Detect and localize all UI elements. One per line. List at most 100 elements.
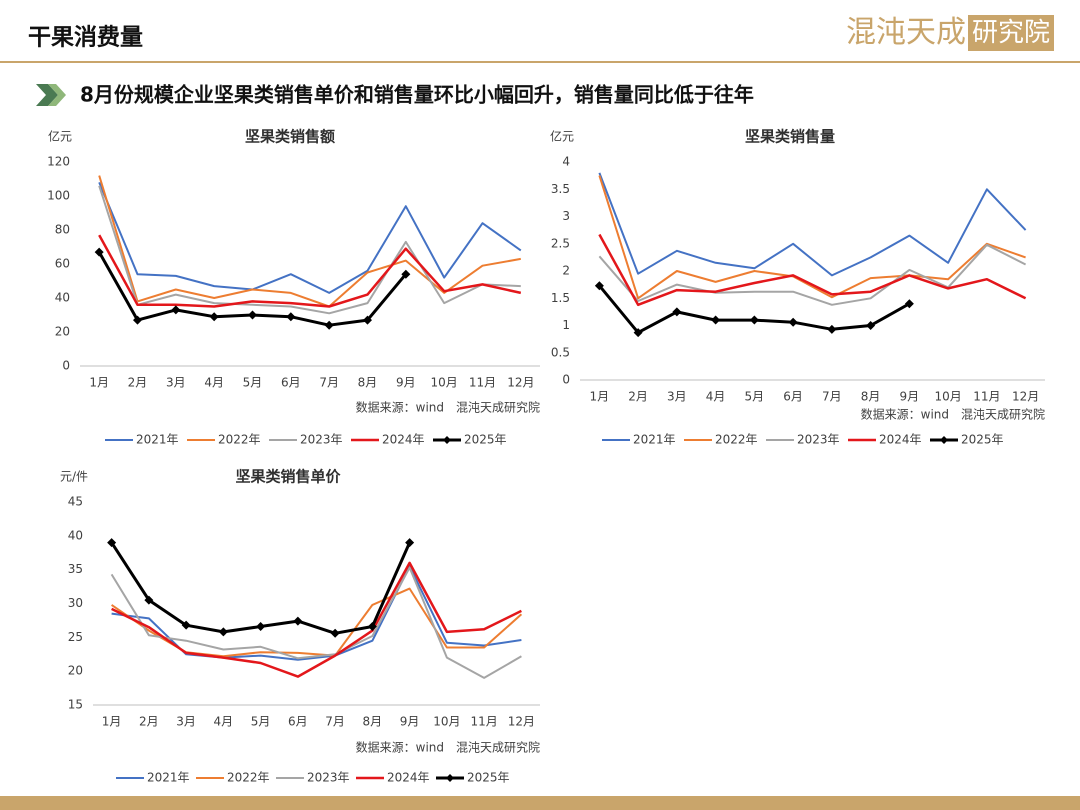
series-line [98, 175, 521, 308]
point-marker [144, 595, 154, 605]
y-tick-label: 0 [562, 373, 570, 387]
series-line [110, 566, 522, 679]
point-marker [286, 312, 296, 322]
axis-unit: 亿元 [48, 129, 72, 144]
axis-unit: 亿元 [550, 129, 574, 144]
x-tick-label: 9月 [400, 715, 420, 729]
y-tick-label: 15 [68, 698, 83, 712]
series-line [598, 233, 1027, 307]
legend-label: 2021年 [136, 433, 179, 447]
x-tick-label: 1月 [89, 376, 109, 390]
point-marker [405, 538, 415, 548]
point-marker [181, 620, 191, 630]
y-tick-label: 25 [68, 630, 83, 644]
x-tick-label: 12月 [507, 376, 534, 390]
y-tick-label: 2 [562, 264, 570, 278]
legend-label: 2024年 [382, 433, 425, 447]
logo-box [968, 15, 1054, 51]
y-tick-label: 4 [562, 155, 570, 169]
x-tick-label: 3月 [176, 715, 196, 729]
x-tick-label: 8月 [358, 376, 378, 390]
x-tick-label: 5月 [251, 715, 271, 729]
x-tick-label: 10月 [433, 715, 460, 729]
series-line [111, 587, 523, 658]
y-tick-label: 30 [68, 596, 83, 610]
subtitle: 8月份规模企业坚果类销售单价和销售量环比小幅回升，销售量同比低于往年 [80, 83, 754, 107]
legend-label: 2025年 [464, 433, 507, 447]
x-tick-label: 6月 [281, 376, 301, 390]
point-marker [633, 328, 643, 338]
point-marker [401, 269, 411, 279]
x-tick-label: 7月 [319, 376, 339, 390]
y-tick-label: 120 [47, 155, 70, 169]
x-tick-label: 9月 [900, 390, 920, 404]
legend-label: 2021年 [633, 433, 676, 447]
y-tick-label: 1.5 [551, 291, 570, 305]
chevron-icon [48, 84, 66, 106]
y-tick-label: 0.5 [551, 345, 570, 359]
x-tick-label: 1月 [590, 390, 610, 404]
legend-label: 2022年 [218, 433, 261, 447]
point-marker [672, 307, 682, 317]
chevron-icon [36, 84, 58, 106]
point-marker [209, 312, 219, 322]
axis-unit: 元/件 [60, 470, 88, 484]
y-tick-label: 60 [55, 257, 70, 271]
series-line [598, 243, 1027, 306]
chart-title: 坚果类销售单价 [235, 468, 341, 486]
point-marker [133, 315, 142, 325]
point-marker [866, 321, 876, 330]
series-line [98, 182, 522, 294]
x-tick-label: 3月 [166, 376, 186, 390]
legend-swatch [940, 436, 948, 444]
footer-bar [0, 796, 1080, 810]
y-tick-label: 40 [68, 528, 83, 542]
x-tick-label: 2月 [139, 715, 159, 729]
point-marker [293, 616, 303, 626]
x-tick-label: 2月 [628, 390, 648, 404]
point-marker [107, 538, 117, 548]
series-line [111, 561, 522, 678]
point-marker [330, 628, 340, 638]
y-tick-label: 20 [55, 325, 70, 339]
legend-label: 2025年 [467, 771, 510, 785]
point-marker [363, 315, 372, 325]
legend-label: 2022年 [227, 771, 270, 785]
point-marker [324, 320, 334, 330]
y-tick-label: 80 [55, 223, 70, 237]
logo-text: 混沌天成 [846, 15, 966, 50]
x-tick-label: 4月 [204, 376, 224, 390]
source-note: 数据来源：wind 混沌天成研究院 [356, 740, 540, 755]
source-note: 数据来源：wind 混沌天成研究院 [861, 407, 1045, 422]
x-tick-label: 11月 [973, 390, 1000, 404]
y-tick-label: 100 [47, 189, 70, 203]
x-tick-label: 7月 [325, 715, 345, 729]
x-tick-label: 3月 [667, 390, 687, 404]
x-tick-label: 5月 [243, 376, 263, 390]
point-marker [218, 627, 228, 637]
legend-label: 2021年 [147, 771, 190, 785]
y-tick-label: 45 [68, 495, 83, 509]
x-tick-label: 10月 [934, 390, 961, 404]
x-tick-label: 9月 [396, 376, 416, 390]
legend-label: 2023年 [797, 433, 840, 447]
series-line [98, 234, 522, 308]
legend-label: 2022年 [715, 433, 758, 447]
x-tick-label: 4月 [706, 390, 726, 404]
x-tick-label: 5月 [745, 390, 765, 404]
x-tick-label: 2月 [128, 376, 148, 390]
source-note: 数据来源：wind 混沌天成研究院 [356, 400, 540, 415]
point-marker [827, 324, 837, 334]
legend-swatch [443, 436, 451, 444]
point-marker [711, 315, 721, 325]
y-tick-label: 3.5 [551, 182, 570, 196]
x-tick-label: 10月 [431, 376, 458, 390]
y-tick-label: 0 [62, 359, 70, 373]
legend-label: 2025年 [961, 433, 1004, 447]
page-title: 干果消费量 [28, 25, 143, 51]
point-marker [256, 622, 266, 632]
y-tick-label: 20 [68, 664, 83, 678]
x-tick-label: 11月 [470, 715, 497, 729]
y-tick-label: 35 [68, 562, 83, 576]
legend-label: 2023年 [307, 771, 350, 785]
